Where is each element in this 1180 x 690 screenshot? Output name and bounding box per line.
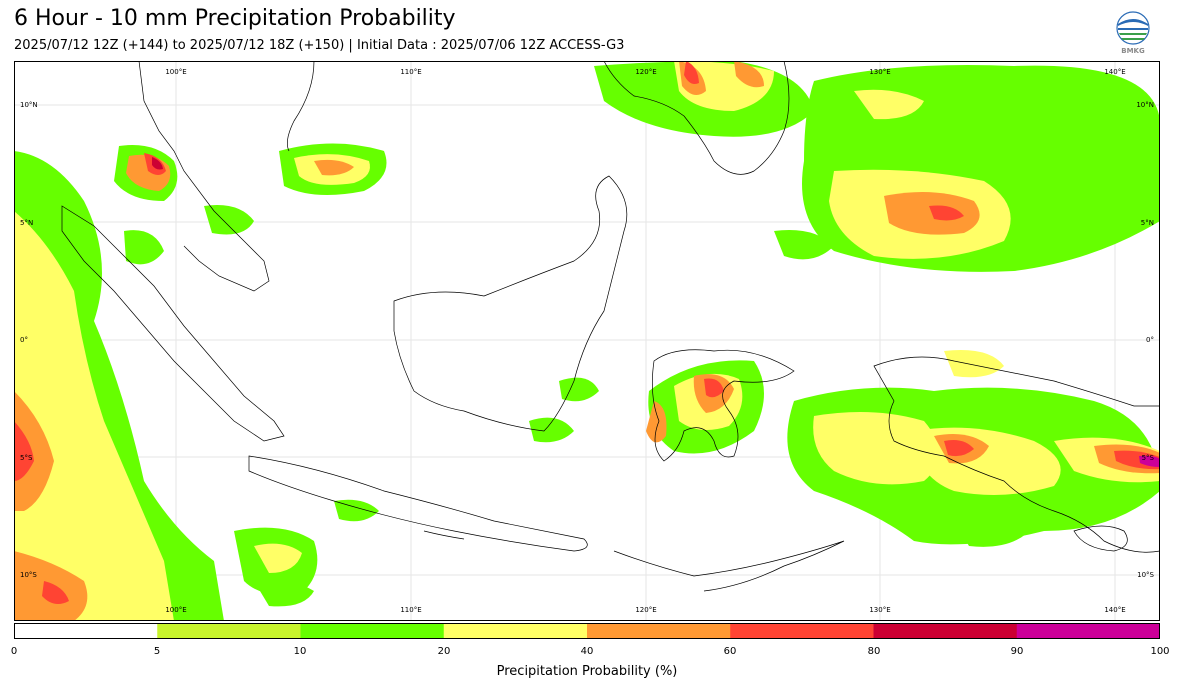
colorbar-tick: 0 [10, 646, 18, 657]
lat-label: 5°N [1141, 219, 1154, 227]
map-frame [14, 61, 1160, 621]
colorbar-tick: 20 [437, 646, 451, 657]
colorbar-segment [443, 623, 588, 639]
coastlines [61, 61, 1160, 592]
lat-label: 10°N [20, 101, 38, 109]
lat-label: 5°N [20, 219, 33, 227]
latitude-labels-left: 10°N 5°N 0° 5°S 10°S [20, 101, 38, 579]
lon-label: 130°E [869, 606, 890, 614]
colorbar-tick: 100 [1150, 646, 1170, 657]
colorbar-segment [157, 623, 301, 639]
bmkg-logo: BMKG [1116, 11, 1150, 55]
map-subtitle: 2025/07/12 12Z (+144) to 2025/07/12 18Z … [14, 38, 625, 53]
lon-label: 110°E [400, 68, 421, 76]
lat-label: 10°S [1137, 571, 1154, 579]
lon-label: 120°E [635, 606, 656, 614]
colorbar-segment [587, 623, 731, 639]
bmkg-logo-text: BMKG [1121, 47, 1145, 55]
latitude-labels-right: 10°N 5°N 0° 5°S 10°S [1136, 101, 1154, 579]
lat-label: 10°N [1136, 101, 1154, 109]
colorbar-segment [300, 623, 445, 639]
lat-label: 0° [1146, 336, 1154, 344]
lon-label: 110°E [400, 606, 421, 614]
colorbar-tick: 40 [580, 646, 594, 657]
colorbar-label: Precipitation Probability (%) [496, 664, 678, 679]
lon-label: 140°E [1104, 68, 1125, 76]
lon-label: 140°E [1104, 606, 1125, 614]
lon-label: 120°E [635, 68, 656, 76]
lat-label: 5°S [1142, 454, 1155, 462]
colorbar-segment [730, 623, 874, 639]
lon-label: 100°E [165, 68, 186, 76]
longitude-labels-bottom: 100°E 110°E 120°E 130°E 140°E [165, 606, 1125, 614]
precipitation-map: 100°E 110°E 120°E 130°E 140°E 100°E 110°… [14, 61, 1160, 621]
colorbar-tick: 80 [867, 646, 881, 657]
lon-label: 100°E [165, 606, 186, 614]
colorbar-segment [14, 623, 158, 639]
colorbar-tick: 60 [723, 646, 737, 657]
colorbar-tick: 10 [293, 646, 307, 657]
lat-label: 5°S [20, 454, 33, 462]
colorbar-segment [873, 623, 1018, 639]
longitude-labels-top: 100°E 110°E 120°E 130°E 140°E [165, 68, 1125, 76]
lat-label: 0° [20, 336, 28, 344]
precipitation-field [14, 61, 1160, 621]
map-title: 6 Hour - 10 mm Precipitation Probability [14, 6, 456, 31]
colorbar [14, 623, 1160, 639]
lat-label: 10°S [20, 571, 37, 579]
colorbar-segment [1016, 623, 1160, 639]
colorbar-tick: 5 [153, 646, 161, 657]
lon-label: 130°E [869, 68, 890, 76]
colorbar-tick: 90 [1010, 646, 1024, 657]
